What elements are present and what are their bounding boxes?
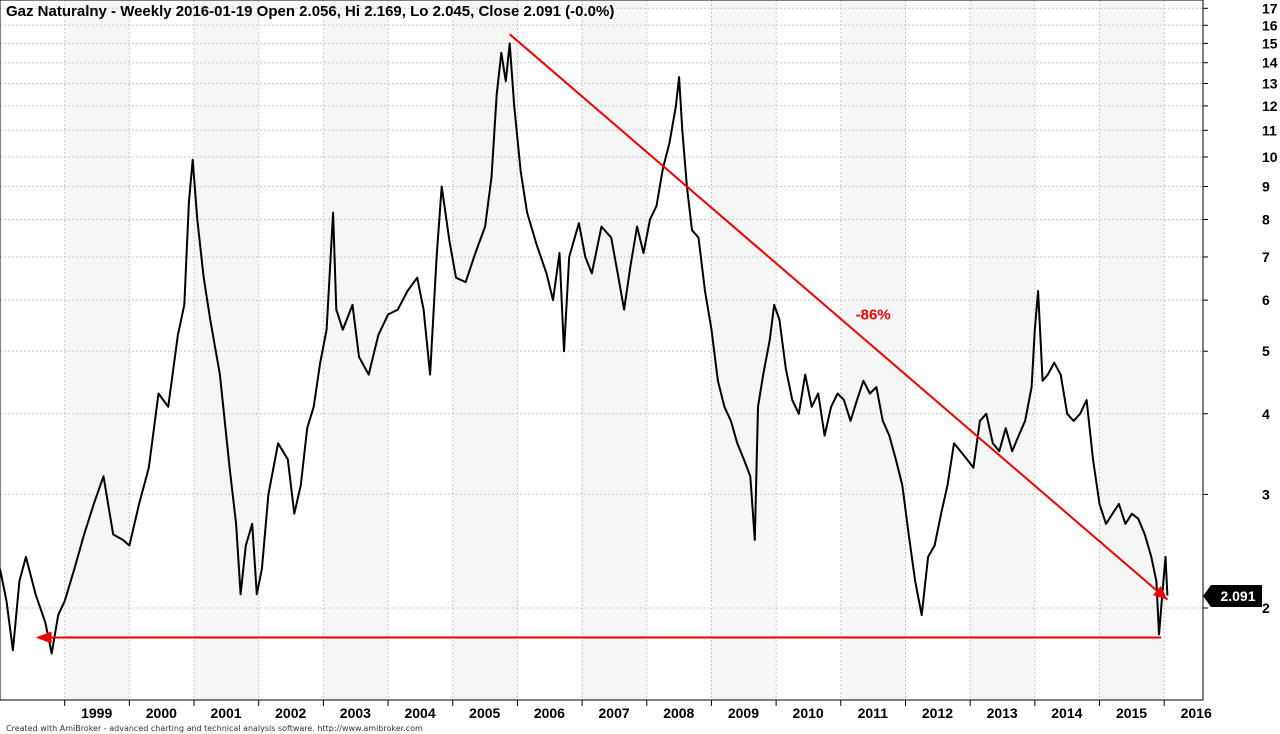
y-tick-label: 4 [1262,406,1270,422]
x-tick-label: 2002 [275,705,306,721]
x-tick-label: 2007 [599,705,630,721]
trend-line [509,33,1169,601]
x-tick-label: 2006 [534,705,565,721]
year-shade-band [64,0,130,700]
x-tick-label: 2009 [728,705,759,721]
y-tick-label: 11 [1262,122,1277,138]
y-tick-label: 10 [1262,149,1278,165]
percent-change-label: -86% [856,306,891,323]
last-value-badge-shape [1203,585,1262,607]
x-tick-label: 2015 [1116,705,1147,721]
x-tick-label: 2012 [922,705,953,721]
x-tick-label: 2005 [469,705,500,721]
x-axis: 1999 2000 2001 2002 2003 2004 2005 2006 2007 2008… [64,700,1212,721]
y-tick-label: 8 [1262,212,1270,228]
horizontal-arrowhead [35,631,52,644]
price-series [0,42,1169,655]
y-tick-label: 17 [1262,0,1278,16]
y-tick-label: 5 [1262,343,1270,359]
year-shade-band [711,0,777,700]
y-tick-label: 12 [1262,98,1278,114]
y-tick-label: 3 [1262,486,1270,502]
plot-frame [0,0,1204,701]
year-shade-band [194,0,259,700]
y-tick-label: 15 [1262,35,1278,51]
year-shade-band [323,0,389,700]
year-shading [64,0,1165,700]
x-tick-label: 2001 [210,705,241,721]
price-line [0,42,1169,655]
year-shade-band [582,0,647,700]
x-tick-label: 2014 [1051,705,1082,721]
x-tick-label: 2016 [1181,705,1212,721]
x-tick-label: 1999 [81,705,112,721]
last-value-label: 2.091 [1220,588,1255,604]
y-tick-label: 14 [1262,55,1278,71]
annotations: -86% [35,33,1169,644]
year-shade-band [452,0,518,700]
y-tick-label: 7 [1262,249,1270,265]
x-tick-label: 2000 [146,705,177,721]
x-tick-label: 2011 [858,705,889,721]
year-shade-band [840,0,906,700]
footer-credit: Created with AmiBroker - advanced charti… [6,724,423,733]
y-tick-label: 6 [1262,292,1270,308]
trend-arrowhead [1152,586,1168,600]
y-tick-label: 2 [1262,600,1270,616]
x-tick-label: 2004 [404,705,435,721]
x-tick-label: 2003 [340,705,371,721]
chart-title: Gaz Naturalny - Weekly 2016-01-19 Open 2… [6,3,614,20]
y-tick-label: 16 [1262,17,1278,33]
last-value-badge: 2.091 [1203,585,1262,607]
y-tick-label: 13 [1262,75,1278,91]
y-tick-label: 9 [1262,179,1270,195]
x-tick-label: 2010 [793,705,824,721]
year-shade-band [1099,0,1165,700]
x-tick-label: 2008 [663,705,694,721]
x-tick-label: 2013 [987,705,1018,721]
year-shade-band [970,0,1035,700]
